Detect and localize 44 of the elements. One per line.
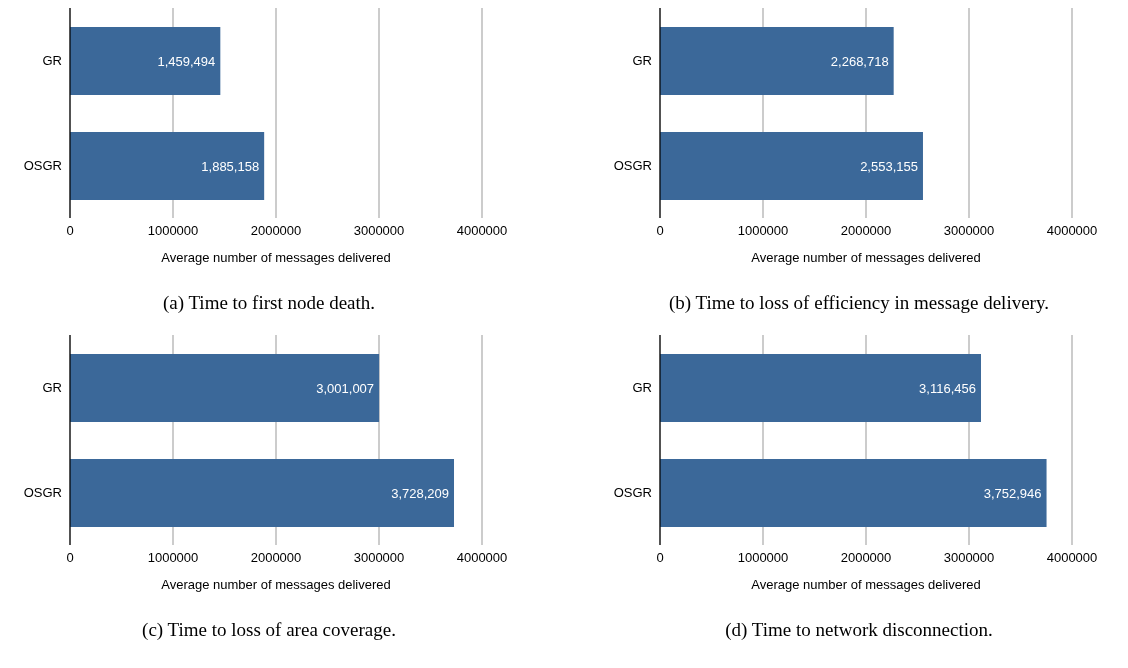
x-tick-label: 3000000 bbox=[943, 223, 995, 239]
text: (a) Time to first node death. bbox=[161, 292, 377, 314]
y-tick-label: GR bbox=[42, 380, 62, 396]
x-axis-title: Average number of messages delivered bbox=[161, 577, 391, 592]
data-label: 2,553,155 bbox=[860, 158, 918, 174]
y-tick-label: OSGR bbox=[613, 158, 652, 174]
data-label: 2,268,718 bbox=[830, 53, 889, 69]
x-tick-label: 3000000 bbox=[353, 550, 405, 566]
x-tick-label: 2000000 bbox=[840, 550, 892, 566]
x-tick-label: 4000000 bbox=[456, 223, 508, 239]
y-tick-label: OSGR bbox=[613, 485, 652, 501]
y-tick-label: OSGR bbox=[23, 485, 62, 501]
x-tick-label: 1000000 bbox=[737, 550, 789, 566]
data-label: 1,459,494 bbox=[157, 53, 216, 69]
x-tick-label: 1000000 bbox=[147, 550, 199, 566]
x-axis-title: Average number of messages delivered bbox=[161, 250, 391, 265]
data-label: 3,116,456 bbox=[919, 380, 976, 396]
text: (b) Time to loss of efficiency in message delivery. bbox=[668, 292, 1050, 314]
x-axis-title: Average number of messages delivered bbox=[751, 577, 981, 592]
data-label: 3,728,209 bbox=[391, 485, 450, 501]
x-tick-label: 3000000 bbox=[353, 223, 405, 239]
x-tick-label: 2000000 bbox=[250, 550, 302, 566]
y-tick-label: OSGR bbox=[23, 158, 62, 174]
y-tick-label: GR bbox=[632, 53, 652, 69]
x-tick-label: 0 bbox=[656, 223, 664, 239]
x-tick-label: 4000000 bbox=[1046, 550, 1098, 566]
y-tick-label: GR bbox=[632, 380, 652, 396]
x-tick-label: 2000000 bbox=[840, 223, 892, 239]
text: (d) Time to network disconnection. bbox=[724, 619, 994, 641]
data-label: 3,752,946 bbox=[983, 485, 1042, 501]
x-axis-title: Average number of messages delivered bbox=[751, 250, 981, 265]
data-label: 1,885,158 bbox=[201, 158, 260, 174]
x-tick-label: 2000000 bbox=[250, 223, 302, 239]
x-tick-label: 4000000 bbox=[1046, 223, 1098, 239]
text: (c) Time to loss of area coverage. bbox=[141, 619, 397, 641]
x-tick-label: 0 bbox=[656, 550, 664, 566]
y-tick-label: GR bbox=[42, 53, 62, 69]
x-tick-label: 1000000 bbox=[147, 223, 199, 239]
x-tick-label: 3000000 bbox=[943, 550, 995, 566]
x-tick-label: 0 bbox=[66, 550, 74, 566]
x-tick-label: 1000000 bbox=[737, 223, 789, 239]
x-tick-label: 4000000 bbox=[456, 550, 508, 566]
data-label: 3,001,007 bbox=[316, 380, 375, 396]
x-tick-label: 0 bbox=[66, 223, 74, 239]
